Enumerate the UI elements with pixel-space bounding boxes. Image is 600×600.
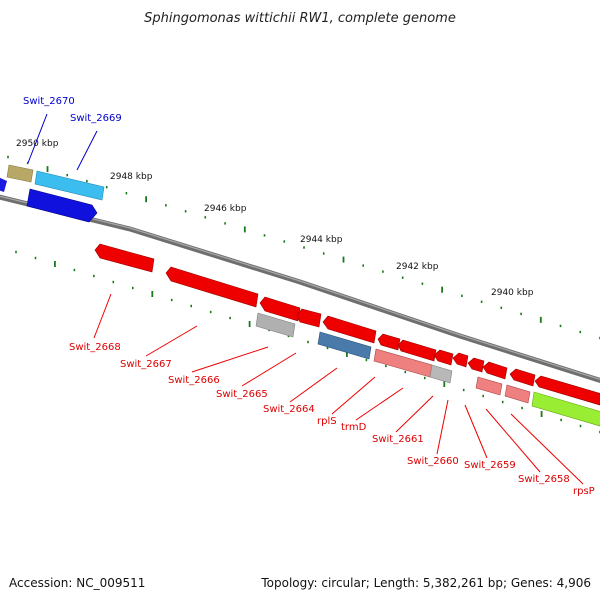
label-trmD[interactable]: trmD (341, 422, 367, 433)
leader-rplS (331, 376, 376, 415)
gene-swit-2660-gray-arrow[interactable] (429, 364, 453, 384)
kbp-label-2948: 2948 kbp (110, 172, 153, 182)
label-swit-2659[interactable]: Swit_2659 (464, 460, 516, 471)
leader-swit-2664 (289, 367, 338, 403)
kbp-label-2950: 2950 kbp (16, 139, 59, 149)
leader-swit-2659 (464, 404, 488, 459)
gene-lime-arrow[interactable] (531, 391, 600, 427)
gene-forward-blue-arrow[interactable] (26, 188, 98, 223)
gene-swit-2670-arrow[interactable] (6, 164, 34, 183)
kbp-label-2942: 2942 kbp (396, 262, 439, 272)
gene-swit-2666-arrow[interactable] (259, 296, 301, 322)
label-swit-2664[interactable]: Swit_2664 (263, 404, 315, 415)
accession-text: Accession: NC_009511 (9, 576, 146, 590)
gene-red-small-d-arrow[interactable] (482, 361, 508, 380)
gene-swit-2659-arrow[interactable] (475, 376, 503, 396)
genome-summary-text: Topology: circular; Length: 5,382,261 bp… (261, 576, 591, 590)
kbp-label-2946: 2946 kbp (204, 204, 247, 214)
label-rplS[interactable]: rplS (317, 416, 337, 427)
leader-swit-2665 (241, 352, 297, 387)
leader-swit-2668 (93, 293, 112, 339)
kbp-label-2940: 2940 kbp (491, 288, 534, 298)
forward-strand (0, 164, 105, 223)
label-swit-2661[interactable]: Swit_2661 (372, 434, 424, 445)
label-swit-2670[interactable]: Swit_2670 (23, 96, 75, 107)
leader-swit-2666 (191, 346, 269, 373)
gene-trmD-arrow[interactable] (317, 331, 372, 360)
map-title: Sphingomonas wittichii RW1, complete gen… (144, 11, 456, 26)
scale-ticks (7, 155, 600, 434)
gene-labels: Swit_2670 Swit_2669 Swit_2668 Swit_2667 … (23, 96, 595, 497)
gene-swit-2669-arrow[interactable] (34, 170, 105, 201)
label-rpsP[interactable]: rpsP (573, 486, 595, 497)
leader-rpsP (510, 413, 584, 485)
gene-red-small-c-arrow[interactable] (467, 357, 485, 373)
leader-swit-2669 (76, 130, 98, 171)
gene-rplS-arrow[interactable] (322, 315, 377, 344)
gene-swit-2658-arrow[interactable] (504, 384, 531, 404)
label-swit-2665[interactable]: Swit_2665 (216, 389, 268, 400)
gene-swit-2661-arrow-a[interactable] (377, 333, 401, 351)
gene-swit-2665-arrow[interactable] (296, 308, 322, 328)
leader-lines (27, 113, 584, 485)
gene-red-small-b-arrow[interactable] (452, 352, 469, 368)
leader-swit-2660 (436, 399, 449, 455)
gene-swit-2664-arrow[interactable] (255, 312, 296, 338)
gene-forward-blue-small-arrow[interactable] (0, 177, 7, 192)
label-swit-2669[interactable]: Swit_2669 (70, 113, 122, 124)
gene-red-small-a-arrow[interactable] (433, 349, 454, 366)
label-swit-2668[interactable]: Swit_2668 (69, 342, 121, 353)
gene-swit-2661-arrow-b[interactable] (397, 339, 437, 362)
label-swit-2666[interactable]: Swit_2666 (168, 375, 220, 386)
leader-trmD (355, 387, 404, 421)
leader-swit-2658 (485, 408, 541, 473)
gene-swit-2667-arrow[interactable] (165, 266, 259, 308)
reverse-strand (94, 243, 600, 427)
label-swit-2660[interactable]: Swit_2660 (407, 456, 459, 467)
leader-swit-2670 (27, 113, 48, 164)
gene-rpsP-arrow[interactable] (534, 375, 600, 406)
leader-swit-2661 (395, 395, 434, 433)
kbp-label-2944: 2944 kbp (300, 235, 343, 245)
gene-swit-2668-arrow[interactable] (94, 243, 155, 273)
gene-red-small-e-arrow[interactable] (509, 368, 536, 387)
leader-swit-2667 (145, 325, 198, 357)
label-swit-2667[interactable]: Swit_2667 (120, 359, 172, 370)
label-swit-2658[interactable]: Swit_2658 (518, 474, 570, 485)
